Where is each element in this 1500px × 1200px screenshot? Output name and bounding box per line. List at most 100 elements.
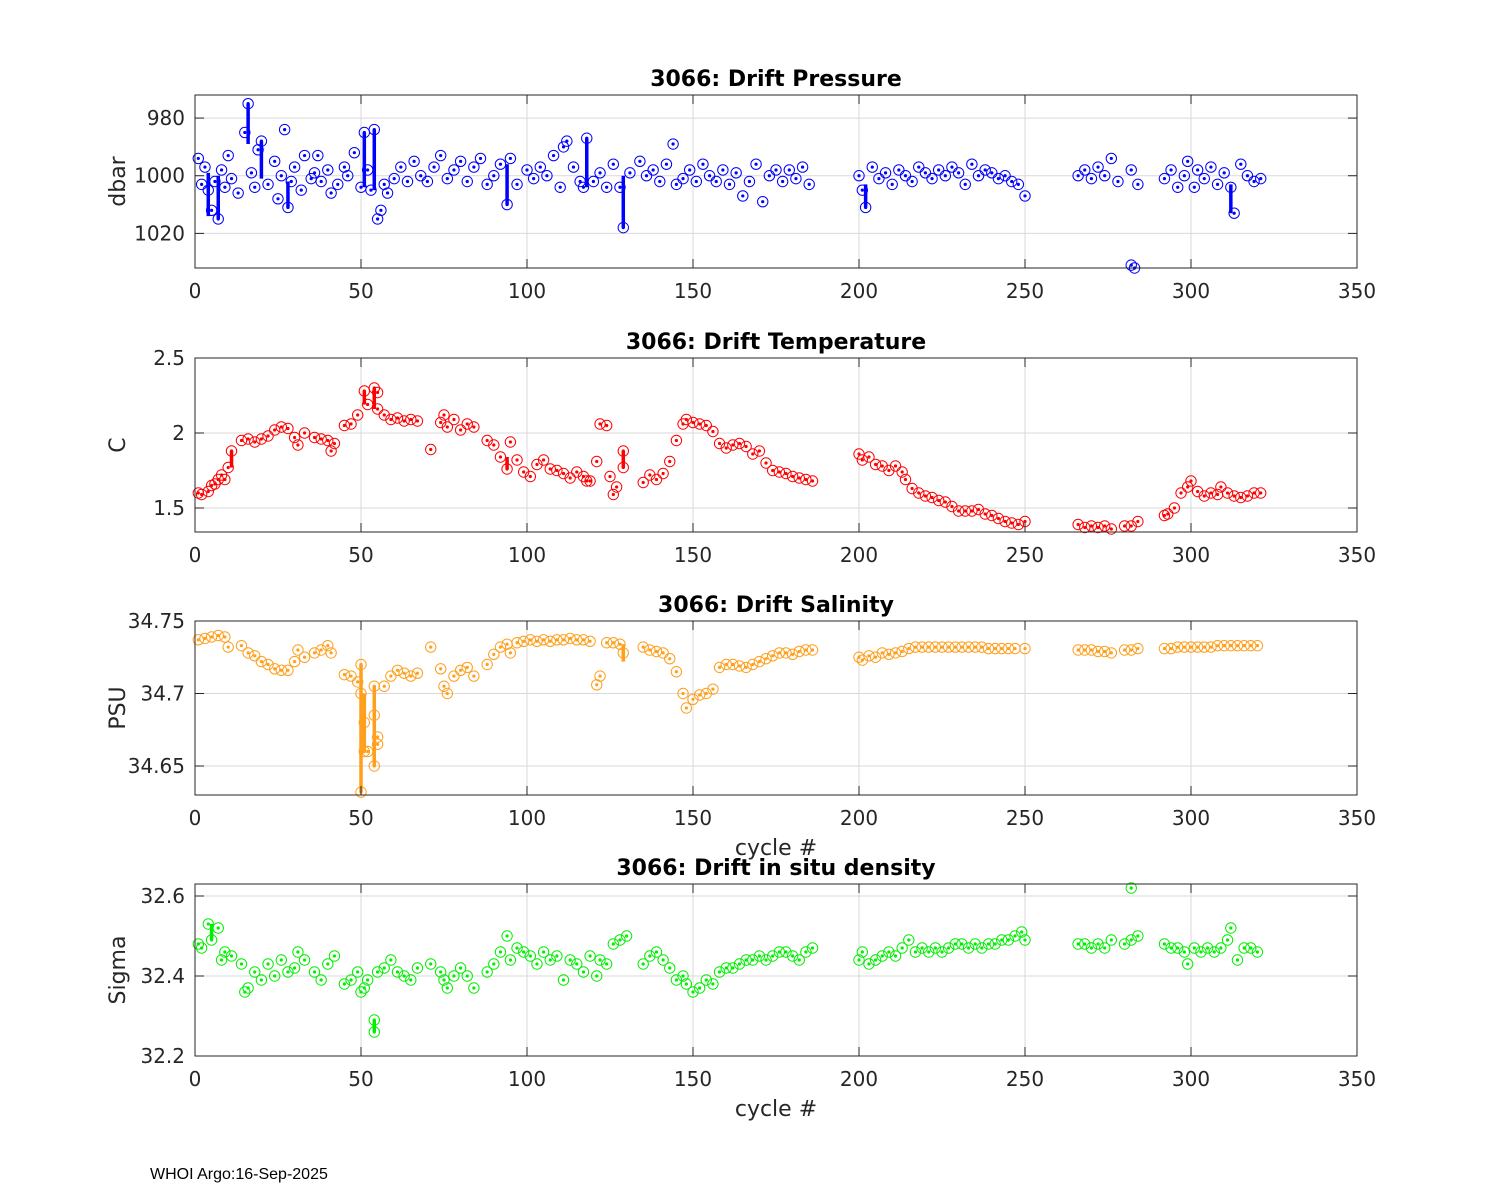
data-point-center — [273, 159, 277, 163]
data-point — [199, 161, 211, 173]
data-point — [966, 158, 978, 170]
data-point-center — [395, 416, 400, 420]
data-point-center — [342, 673, 346, 677]
data-point-center — [439, 970, 443, 974]
y-tick-label: 32.4 — [140, 964, 185, 988]
data-point-center — [598, 171, 602, 175]
data-point-center — [1252, 491, 1256, 495]
data-point-center — [1169, 168, 1173, 172]
data-point — [494, 451, 507, 463]
data-point-center — [568, 636, 572, 641]
data-point-center — [777, 651, 781, 655]
data-point-center — [445, 986, 449, 990]
data-point-center — [621, 226, 625, 230]
data-point — [803, 178, 815, 191]
data-point-center — [342, 423, 346, 428]
data-point-center — [1176, 645, 1180, 649]
data-point — [600, 419, 613, 432]
x-tick-label: 300 — [1172, 543, 1210, 567]
data-point-center — [1215, 182, 1220, 186]
data-point — [312, 149, 324, 162]
data-point — [776, 175, 789, 188]
data-point — [275, 170, 288, 182]
data-point — [212, 629, 224, 642]
data-point-center — [535, 962, 539, 966]
data-point — [743, 175, 756, 188]
data-point — [693, 418, 706, 430]
data-point-center — [980, 946, 984, 950]
data-point — [1175, 487, 1187, 499]
data-point — [315, 175, 327, 188]
data-point — [730, 167, 742, 179]
data-point — [979, 508, 991, 520]
data-point-center — [731, 662, 735, 667]
data-point-center — [1109, 651, 1113, 655]
data-point-center — [246, 437, 250, 441]
data-point-center — [598, 674, 602, 678]
data-point-center — [1129, 886, 1133, 890]
data-point — [1241, 170, 1254, 182]
data-point — [298, 427, 311, 439]
data-point — [292, 644, 304, 656]
x-tick-label: 50 — [348, 806, 373, 830]
data-point-center — [648, 954, 652, 958]
data-point-center — [791, 954, 795, 958]
data-point — [757, 195, 769, 208]
data-point — [527, 172, 540, 185]
data-point — [571, 958, 583, 970]
data-point-center — [286, 668, 290, 672]
data-point-center — [668, 657, 672, 661]
data-point — [524, 950, 537, 962]
data-point — [438, 409, 450, 421]
data-point-center — [253, 970, 257, 974]
data-point — [1225, 181, 1237, 193]
data-point-center — [492, 443, 496, 447]
data-point-center — [751, 662, 755, 667]
data-point-center — [226, 465, 230, 470]
data-point — [388, 172, 400, 185]
data-point-center — [538, 165, 542, 169]
y-axis-label: PSU — [106, 686, 131, 729]
data-point — [962, 942, 975, 954]
data-point-center — [1003, 519, 1007, 524]
data-point-center — [279, 958, 283, 962]
data-point-center — [508, 156, 512, 161]
x-tick-label: 0 — [189, 1067, 202, 1091]
data-point — [385, 670, 397, 682]
data-point-center — [724, 446, 728, 450]
data-point-center — [445, 177, 449, 181]
data-point-center — [452, 674, 456, 678]
data-point — [747, 954, 759, 966]
data-point-center — [1089, 524, 1093, 528]
data-point-center — [216, 217, 220, 221]
data-point — [242, 97, 254, 110]
data-point-center — [674, 978, 679, 982]
data-point-center — [611, 641, 615, 645]
data-point-center — [1123, 524, 1127, 528]
data-point — [249, 436, 261, 448]
data-point-center — [1016, 522, 1020, 527]
data-point — [670, 666, 683, 678]
data-point — [557, 141, 570, 153]
data-point — [637, 958, 649, 970]
data-point-center — [259, 139, 263, 143]
data-point — [544, 463, 556, 475]
data-point — [956, 938, 968, 950]
data-point — [1198, 490, 1210, 502]
data-point-center — [329, 191, 333, 195]
data-point — [454, 962, 467, 974]
data-point — [989, 938, 1001, 950]
data-point — [554, 181, 566, 193]
data-point — [242, 433, 254, 445]
data-point-center — [293, 966, 297, 970]
data-point — [391, 412, 404, 424]
data-point-center — [691, 420, 695, 425]
data-point-center — [595, 683, 599, 687]
data-point — [654, 175, 666, 188]
data-point — [690, 175, 703, 188]
data-point-center — [767, 174, 771, 178]
data-point — [624, 167, 636, 179]
data-point — [205, 934, 218, 946]
data-point — [322, 958, 334, 970]
data-point-center — [372, 684, 376, 688]
